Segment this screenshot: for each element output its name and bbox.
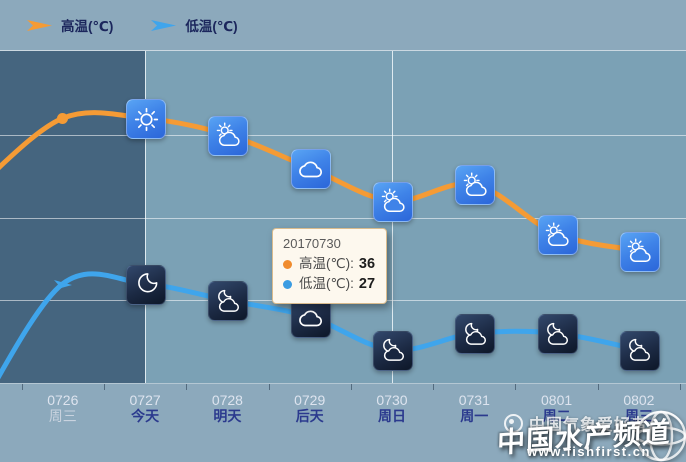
x-axis-tick xyxy=(268,384,270,390)
x-axis-day-label: 周一 xyxy=(460,408,489,424)
high-temp-weather-icon-box-cloud[interactable] xyxy=(290,148,331,189)
x-axis-day-label: 周三 xyxy=(624,408,653,424)
x-axis-tick xyxy=(186,384,188,390)
low-temp-arrow-marker-icon xyxy=(151,19,177,31)
high-temp-weather-icon-box-sun-cloud[interactable] xyxy=(619,231,660,272)
x-axis-tick xyxy=(21,384,23,390)
x-axis-date-label: 0726 xyxy=(47,392,79,408)
high-temp-weather-icon-box-sun-cloud[interactable] xyxy=(455,165,496,206)
x-axis-tick xyxy=(515,384,517,390)
high-temp-weather-icon-box-sun-cloud[interactable] xyxy=(373,181,413,222)
low-temp-weather-icon-box-moon-cloud[interactable] xyxy=(373,330,413,371)
sun-cloud-icon xyxy=(216,122,240,147)
sun-cloud-icon xyxy=(545,222,569,246)
low-temp-weather-icon-box-moon-cloud[interactable] xyxy=(455,314,496,355)
horizontal-gridline xyxy=(0,134,686,136)
x-axis-date-label: 0731 xyxy=(458,392,490,408)
chart-plot-area xyxy=(0,50,686,383)
legend-low-temp-label: 低温(℃) xyxy=(185,19,238,34)
legend-item-high-temp[interactable]: 高温(℃) xyxy=(27,15,113,35)
low-temp-weather-icon-box-moon-cloud[interactable] xyxy=(619,330,660,371)
legend-item-low-temp[interactable]: 低温(℃) xyxy=(151,15,238,35)
cloud-icon xyxy=(299,310,323,327)
low-temp-dot-icon xyxy=(283,279,292,289)
chart-legend: 高温(℃) 低温(℃) xyxy=(27,0,238,50)
high-temp-weather-icon-box-sun[interactable] xyxy=(126,99,167,140)
moon-cloud-icon xyxy=(464,322,486,345)
x-axis-band: 0726 周三 0727 今天 0728 明天 0729 后天 0730 周日 0731 周一 0801… xyxy=(0,383,686,462)
tooltip-high-label: 高温(℃): xyxy=(299,256,354,271)
x-axis-day-label: 今天 xyxy=(131,408,160,424)
x-axis-day-label: 后天 xyxy=(295,408,324,424)
x-axis-date-label: 0801 xyxy=(541,392,573,408)
low-temp-weather-icon-box-moon[interactable] xyxy=(126,264,167,305)
high-temp-point-dot-marker[interactable] xyxy=(57,112,69,124)
high-temp-dot-icon xyxy=(283,259,292,269)
tooltip-low-value: 27 xyxy=(358,276,376,292)
low-temp-point-arrow-marker-icon xyxy=(53,279,72,290)
x-axis-date-label: 0727 xyxy=(129,392,161,408)
legend-high-temp-label: 高温(℃) xyxy=(61,19,114,34)
low-temp-weather-icon-box-moon-cloud[interactable] xyxy=(208,281,249,322)
sun-cloud-icon xyxy=(463,172,487,196)
x-axis-tick xyxy=(680,384,681,390)
tooltip-low-label: 低温(℃): xyxy=(299,276,354,291)
weather-community-watermark: 中国气象爱好者 xyxy=(504,411,648,435)
past-days-shaded-region xyxy=(0,50,145,383)
moon-cloud-icon xyxy=(547,322,569,345)
x-axis-date-label: 0729 xyxy=(294,392,326,408)
x-axis-date-label: 0728 xyxy=(211,392,243,408)
cloud-icon xyxy=(299,161,323,178)
tooltip-date: 20170730 xyxy=(283,236,341,251)
x-axis-date-label: 0730 xyxy=(376,392,408,408)
x-axis-day-label: 周二 xyxy=(542,408,571,424)
low-temp-point-arrow-marker[interactable] xyxy=(53,278,73,296)
x-axis-tick xyxy=(433,384,435,390)
sun-cloud-icon xyxy=(628,238,652,263)
x-axis-date-label: 0802 xyxy=(623,392,655,408)
high-temp-weather-icon-box-sun-cloud[interactable] xyxy=(537,215,578,256)
moon-icon xyxy=(137,273,158,293)
high-temp-arrow-marker-icon xyxy=(27,19,52,31)
tooltip: 20170730 高温(℃): 36 低温(℃): 27 xyxy=(272,228,388,304)
x-axis-day-label: 明天 xyxy=(213,408,242,424)
weather-community-text: 中国气象爱好者 xyxy=(529,417,649,434)
globe-icon xyxy=(635,410,686,462)
weather-community-logo-icon xyxy=(504,413,523,433)
sun-cloud-icon xyxy=(381,188,405,213)
brand-url-watermark: www.fishfirst.cn xyxy=(527,444,651,459)
sun-icon xyxy=(134,107,158,131)
x-axis-tick xyxy=(350,384,352,390)
horizontal-gridline xyxy=(0,217,686,219)
x-axis-day-label: 周三 xyxy=(48,408,77,424)
tooltip-high-row: 高温(℃): 36 xyxy=(283,254,375,274)
x-axis-tick xyxy=(597,384,599,390)
low-temp-weather-icon-box-moon-cloud[interactable] xyxy=(537,314,578,355)
x-axis-day-label: 周日 xyxy=(378,408,406,424)
legend-band xyxy=(0,0,686,51)
high-temp-weather-icon-box-sun-cloud[interactable] xyxy=(208,115,249,156)
moon-cloud-icon xyxy=(382,339,404,362)
tooltip-high-value: 36 xyxy=(358,256,376,272)
moon-cloud-icon xyxy=(218,289,239,312)
x-axis-tick xyxy=(103,384,105,390)
moon-cloud-icon xyxy=(629,339,651,362)
tooltip-low-row: 低温(℃): 27 xyxy=(283,274,375,294)
